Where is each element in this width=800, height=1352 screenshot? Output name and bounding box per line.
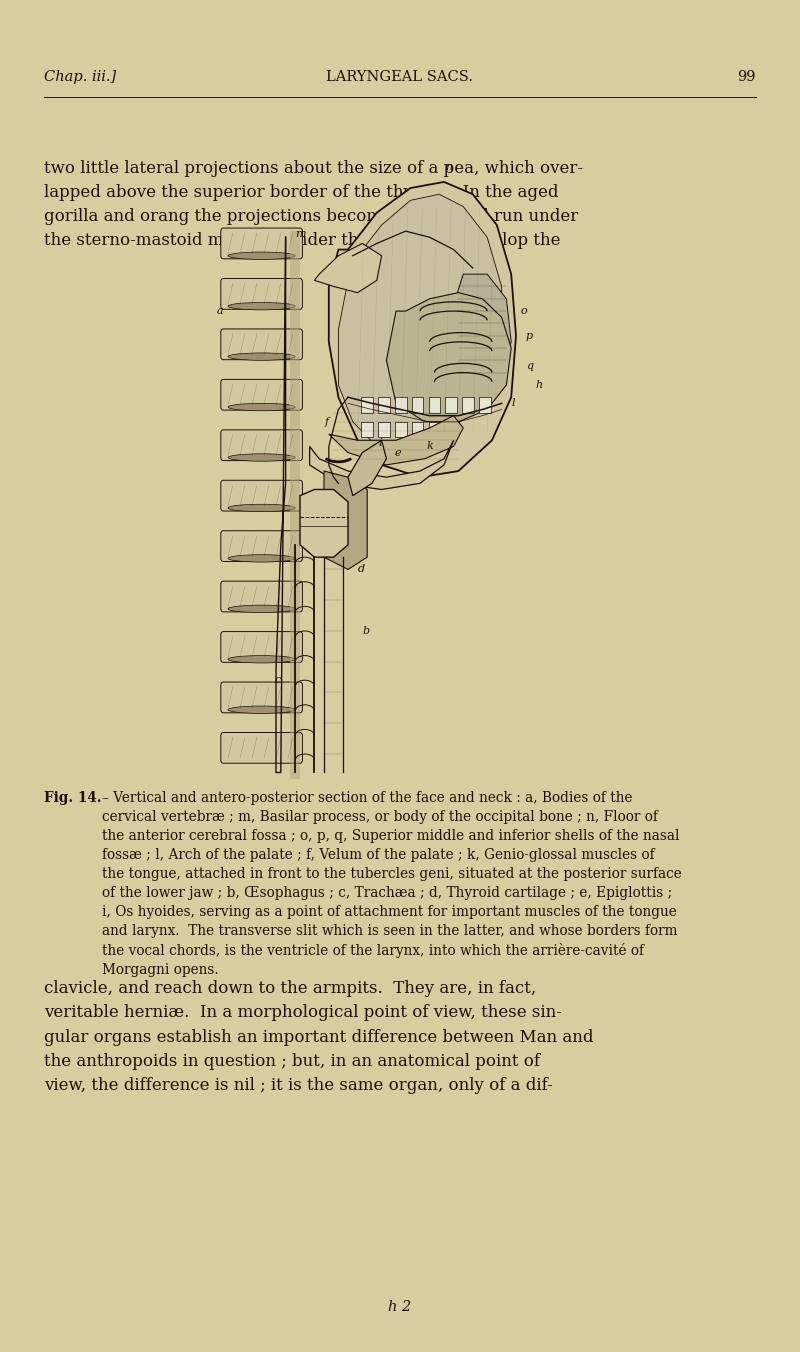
Polygon shape [324,470,367,569]
Text: h: h [535,380,542,389]
Text: k: k [426,442,433,452]
Polygon shape [300,489,348,557]
Bar [395,397,406,412]
FancyBboxPatch shape [221,581,302,612]
FancyBboxPatch shape [221,279,302,310]
Text: p: p [526,331,533,341]
Ellipse shape [228,454,295,461]
Polygon shape [386,292,511,422]
FancyBboxPatch shape [221,733,302,764]
Text: – Vertical and antero-posterior section of the face and neck : a, Bodies of the
: – Vertical and antero-posterior section … [102,791,682,977]
Text: l: l [511,399,514,408]
Bar [412,422,423,437]
Bar [462,397,474,412]
Ellipse shape [228,251,295,260]
FancyBboxPatch shape [221,430,302,461]
Bar [479,397,490,412]
Ellipse shape [228,403,295,411]
Ellipse shape [228,656,295,662]
Text: o: o [521,306,527,316]
Bar [446,422,457,437]
Text: Fig. 14.: Fig. 14. [44,791,102,804]
Text: n: n [446,161,452,172]
Ellipse shape [228,706,295,714]
FancyBboxPatch shape [221,329,302,360]
Text: h 2: h 2 [388,1301,412,1314]
Ellipse shape [228,504,295,511]
Text: i: i [378,438,382,449]
Text: LARYNGEAL SACS.: LARYNGEAL SACS. [326,70,474,84]
Bar [446,397,457,412]
Text: c: c [274,675,281,685]
Ellipse shape [228,606,295,612]
Polygon shape [329,415,463,465]
FancyBboxPatch shape [221,531,302,561]
Bar [378,397,390,412]
Ellipse shape [228,303,295,310]
FancyBboxPatch shape [221,681,302,713]
Polygon shape [290,231,300,779]
Bar [412,397,423,412]
Polygon shape [310,441,454,489]
Bar [429,397,440,412]
Bar [362,397,373,412]
FancyBboxPatch shape [221,228,302,258]
Text: clavicle, and reach down to the armpits.  They are, in fact,
veritable herniæ.  : clavicle, and reach down to the armpits.… [44,980,594,1094]
Bar [429,422,440,437]
Text: d: d [358,565,365,575]
Text: m: m [294,230,306,239]
Text: f: f [325,416,329,427]
FancyBboxPatch shape [221,631,302,662]
Bar [362,422,373,437]
Text: a: a [217,306,223,316]
Bar [395,422,406,437]
Bar [378,422,390,437]
FancyBboxPatch shape [221,380,302,410]
Text: 99: 99 [738,70,756,84]
Ellipse shape [228,353,295,361]
Text: e: e [394,448,401,457]
Polygon shape [314,243,382,292]
Ellipse shape [228,554,295,562]
Text: Chap. iii.]: Chap. iii.] [44,70,116,84]
Text: two little lateral projections about the size of a pea, which over-
lapped above: two little lateral projections about the… [44,160,583,249]
Text: q: q [526,361,533,372]
Text: b: b [362,626,370,635]
FancyBboxPatch shape [221,480,302,511]
Polygon shape [454,274,511,385]
Polygon shape [338,195,502,453]
Polygon shape [329,183,516,477]
Polygon shape [348,441,386,496]
